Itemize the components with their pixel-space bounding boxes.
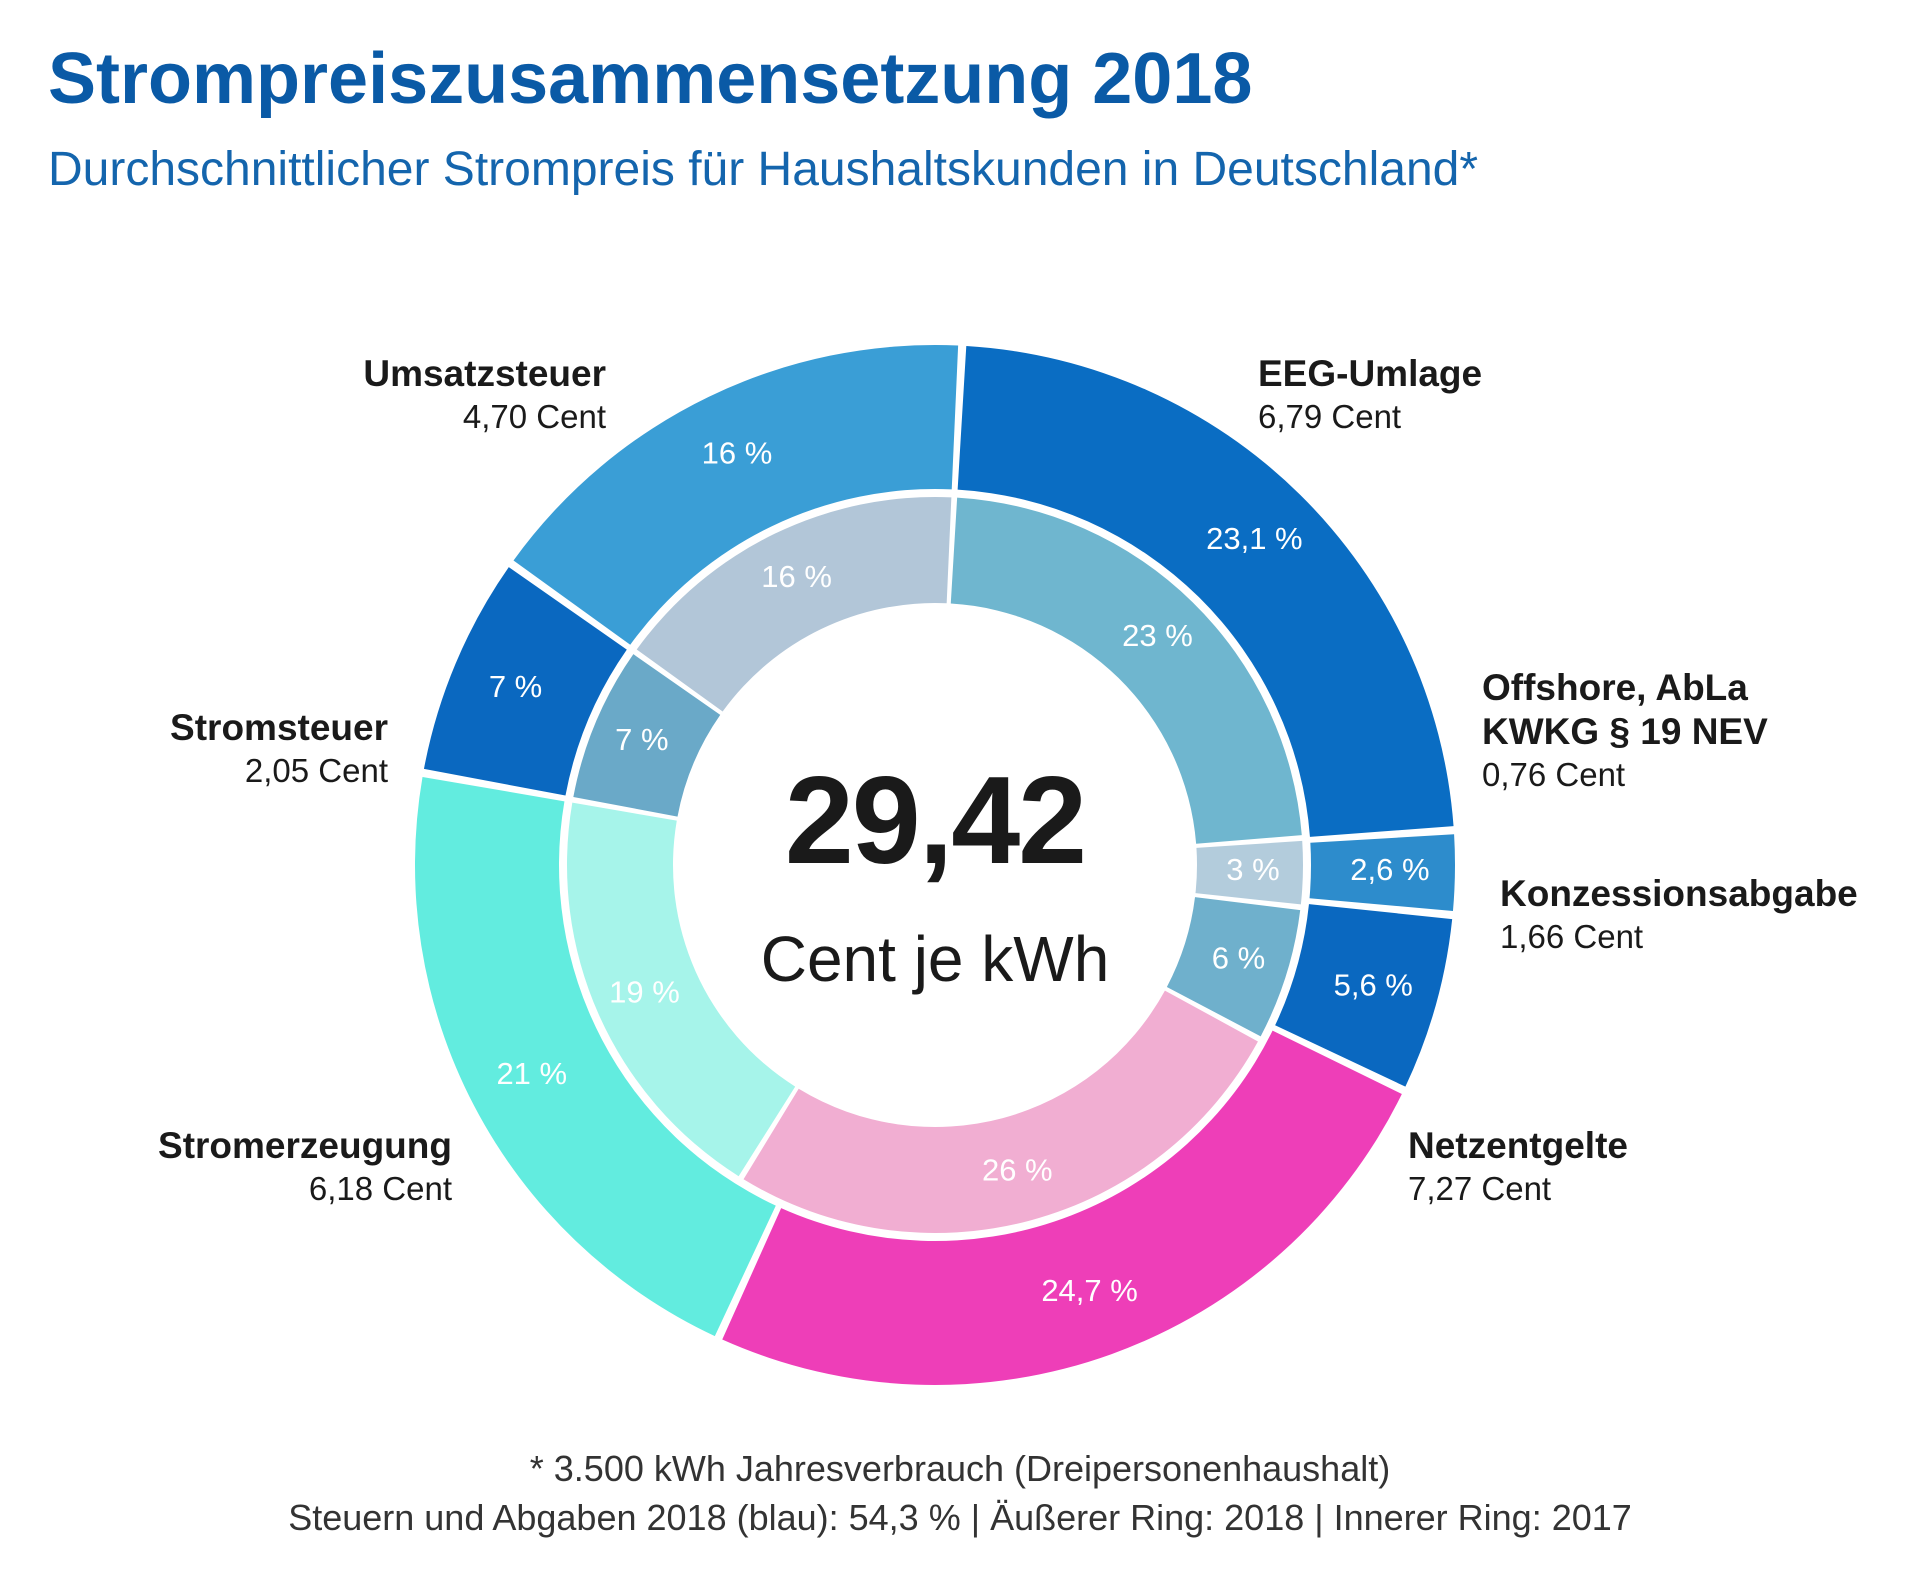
label-umsatzsteuer: Umsatzsteuer 4,70 Cent bbox=[363, 352, 606, 438]
outer-ring-segment bbox=[423, 567, 627, 796]
outer-ring-2018 bbox=[414, 345, 1455, 1385]
label-name: Stromsteuer bbox=[170, 707, 388, 748]
inner-ring-2017 bbox=[566, 497, 1303, 1234]
inner-ring-segment bbox=[1195, 840, 1303, 905]
outer-percent-label: 7 % bbox=[489, 669, 542, 704]
outer-percent-label: 2,6 % bbox=[1350, 852, 1429, 887]
outer-ring-segment bbox=[513, 345, 959, 645]
label-stromsteuer: Stromsteuer 2,05 Cent bbox=[170, 706, 388, 792]
outer-percent-label: 5,6 % bbox=[1334, 968, 1413, 1003]
label-value: 2,05 Cent bbox=[244, 752, 388, 789]
outer-percent-label: 23,1 % bbox=[1206, 521, 1303, 556]
inner-percent-label: 16 % bbox=[761, 559, 832, 594]
inner-percent-label: 7 % bbox=[615, 722, 668, 757]
inner-ring-segment bbox=[743, 990, 1258, 1234]
label-eeg-umlage: EEG-Umlage 6,79 Cent bbox=[1258, 352, 1482, 438]
outer-percent-label: 21 % bbox=[496, 1056, 567, 1091]
inner-percent-label: 23 % bbox=[1122, 618, 1193, 653]
inner-percent-label: 26 % bbox=[982, 1152, 1053, 1187]
chart-title: Strompreiszusammensetzung 2018 bbox=[48, 39, 1253, 119]
chart-subtitle: Durchschnittlicher Strompreis für Hausha… bbox=[48, 143, 1479, 196]
label-value: 0,76 Cent bbox=[1482, 756, 1626, 793]
label-konzessionsabgabe: Konzessionsabgabe 1,66 Cent bbox=[1500, 872, 1858, 958]
percent-labels: 23,1 % 2,6 % 5,6 % 24,7 % 21 % 7 % 16 % 23 % 3 %… bbox=[489, 436, 1430, 1309]
outer-ring-segment bbox=[1309, 834, 1455, 911]
inner-percent-label: 3 % bbox=[1226, 852, 1279, 887]
label-value: 6,18 Cent bbox=[308, 1170, 452, 1207]
label-name: EEG-Umlage bbox=[1258, 353, 1483, 394]
outer-percent-label: 24,7 % bbox=[1041, 1273, 1138, 1308]
label-name: Netzentgelte bbox=[1408, 1125, 1628, 1166]
label-name: Stromerzeugung bbox=[158, 1125, 452, 1166]
inner-percent-label: 6 % bbox=[1212, 940, 1265, 975]
center-total-unit: Cent je kWh bbox=[760, 923, 1110, 995]
label-offshore: Offshore, AbLa KWKG § 19 NEV 0,76 Cent bbox=[1482, 666, 1768, 796]
outer-ring-segment bbox=[1275, 904, 1453, 1087]
label-name: Konzessionsabgabe bbox=[1500, 873, 1858, 914]
outer-percent-label: 16 % bbox=[702, 436, 773, 471]
footnote-consumption: * 3.500 kWh Jahresverbrauch (Dreipersone… bbox=[529, 1448, 1391, 1489]
label-value: 7,27 Cent bbox=[1408, 1170, 1552, 1207]
inner-percent-label: 19 % bbox=[609, 975, 680, 1010]
label-value: 4,70 Cent bbox=[462, 398, 606, 435]
inner-ring-segment bbox=[950, 497, 1302, 844]
footnote-legend: Steuern und Abgaben 2018 (blau): 54,3 % … bbox=[288, 1497, 1632, 1538]
center-total-value: 29,42 bbox=[784, 752, 1087, 890]
inner-ring-segment bbox=[573, 654, 721, 817]
label-name: Umsatzsteuer bbox=[363, 353, 606, 394]
outer-ring-segment bbox=[957, 345, 1454, 837]
outer-ring-segment bbox=[414, 776, 776, 1337]
label-stromerzeugung: Stromerzeugung 6,18 Cent bbox=[158, 1124, 452, 1210]
inner-ring-segment bbox=[566, 802, 796, 1177]
outer-ring-segment bbox=[722, 1030, 1402, 1385]
inner-ring-segment bbox=[636, 497, 952, 712]
label-netzentgelte: Netzentgelte 7,27 Cent bbox=[1408, 1124, 1628, 1210]
inner-ring-segment bbox=[1166, 897, 1301, 1037]
label-name: Offshore, AbLa KWKG § 19 NEV bbox=[1482, 667, 1768, 752]
label-value: 1,66 Cent bbox=[1500, 918, 1644, 955]
label-value: 6,79 Cent bbox=[1258, 398, 1402, 435]
